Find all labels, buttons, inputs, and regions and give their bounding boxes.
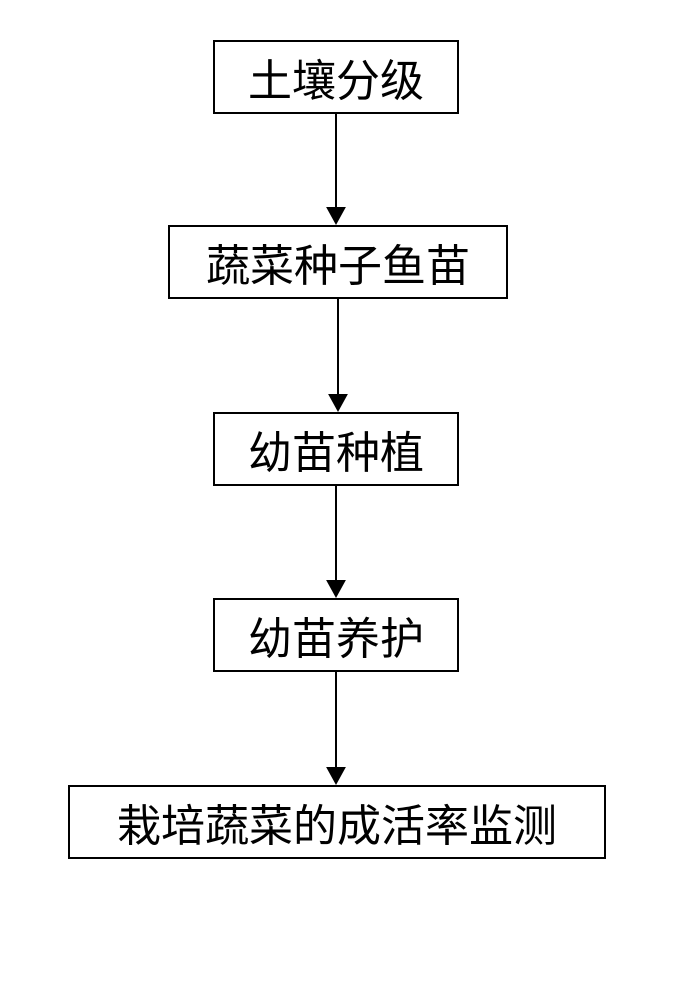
flowchart-canvas: 土壤分级蔬菜种子鱼苗幼苗种植幼苗养护栽培蔬菜的成活率监测 bbox=[0, 0, 674, 1000]
flowchart-arrow bbox=[0, 0, 674, 1000]
